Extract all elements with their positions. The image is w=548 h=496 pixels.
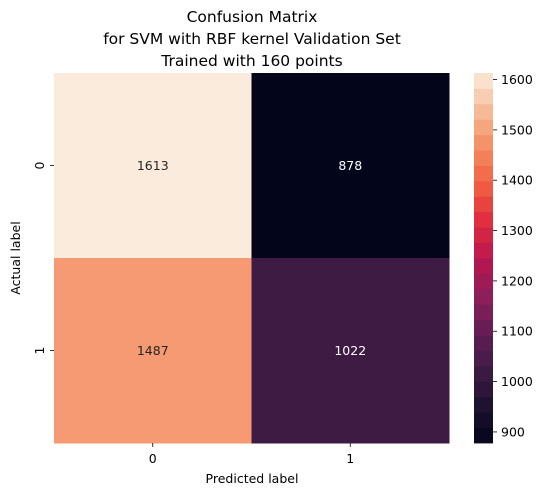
- heatmap-cell-r0-c0: [54, 73, 252, 259]
- colorbar-segment: [474, 88, 493, 105]
- colorbar-tick-label: 1600: [501, 72, 533, 87]
- colorbar-tick-label: 1500: [501, 122, 533, 137]
- colorbar-segment: [474, 319, 493, 336]
- colorbar-segment: [474, 211, 493, 228]
- colorbar-tick-label: 1400: [501, 173, 533, 188]
- colorbar-segment: [474, 412, 493, 428]
- colorbar-ticks: 900 1000 1100 1200 1300 1400 1500 1600: [493, 72, 533, 439]
- y-tick-label: 1: [32, 347, 47, 355]
- colorbar-segment: [474, 396, 493, 413]
- heatmap-cell-r0-c1: [251, 73, 450, 259]
- colorbar-segment: [474, 365, 493, 382]
- colorbar-tick-label: 1300: [501, 223, 533, 238]
- cell-value-label: 1022: [334, 343, 366, 358]
- colorbar-segment: [474, 258, 493, 274]
- chart-title: Confusion Matrix for SVM with RBF kernel…: [103, 8, 401, 70]
- cell-value-label: 878: [338, 158, 362, 173]
- y-tick-label: 0: [32, 161, 47, 169]
- title-line-2: for SVM with RBF kernel Validation Set: [103, 30, 401, 48]
- cell-value-label: 1487: [137, 343, 169, 358]
- heatmap-cell-labels: 1613 878 1487 1022: [137, 158, 366, 358]
- colorbar-tick-label: 1000: [501, 374, 533, 389]
- colorbar-segment: [474, 196, 493, 213]
- y-axis-ticks: 01: [32, 161, 54, 354]
- colorbar-segment: [474, 227, 493, 243]
- colorbar-tick-label: 1200: [501, 273, 533, 288]
- colorbar-segment: [474, 335, 493, 351]
- colorbar-segment: [474, 119, 493, 136]
- heatmap-cell-r1-c1: [251, 258, 450, 444]
- x-tick-label: 0: [149, 451, 157, 466]
- title-line-3: Trained with 160 points: [160, 52, 342, 70]
- x-tick-label: 1: [346, 451, 354, 466]
- colorbar-segment: [474, 350, 493, 367]
- colorbar-segment: [474, 273, 493, 290]
- colorbar-segment: [474, 73, 493, 89]
- colorbar-segment: [474, 304, 493, 321]
- heatmap-cell-r1-c0: [54, 258, 252, 444]
- colorbar-tick-label: 900: [501, 424, 525, 439]
- y-axis-label: Actual label: [8, 221, 23, 294]
- cell-value-label: 1613: [137, 158, 169, 173]
- colorbar-segment: [474, 165, 493, 182]
- colorbar-segment: [474, 381, 493, 398]
- colorbar-tick-label: 1100: [501, 324, 533, 339]
- colorbar-segment: [474, 180, 493, 197]
- colorbar-segment: [474, 242, 493, 259]
- colorbar-segment: [474, 427, 493, 444]
- colorbar: [474, 73, 493, 444]
- x-axis-label: Predicted label: [206, 471, 299, 486]
- colorbar-segment: [474, 288, 493, 305]
- title-line-1: Confusion Matrix: [187, 8, 318, 26]
- colorbar-segment: [474, 150, 493, 166]
- colorbar-segment: [474, 103, 493, 120]
- heatmap-cells: [54, 73, 450, 444]
- colorbar-segment: [474, 134, 493, 151]
